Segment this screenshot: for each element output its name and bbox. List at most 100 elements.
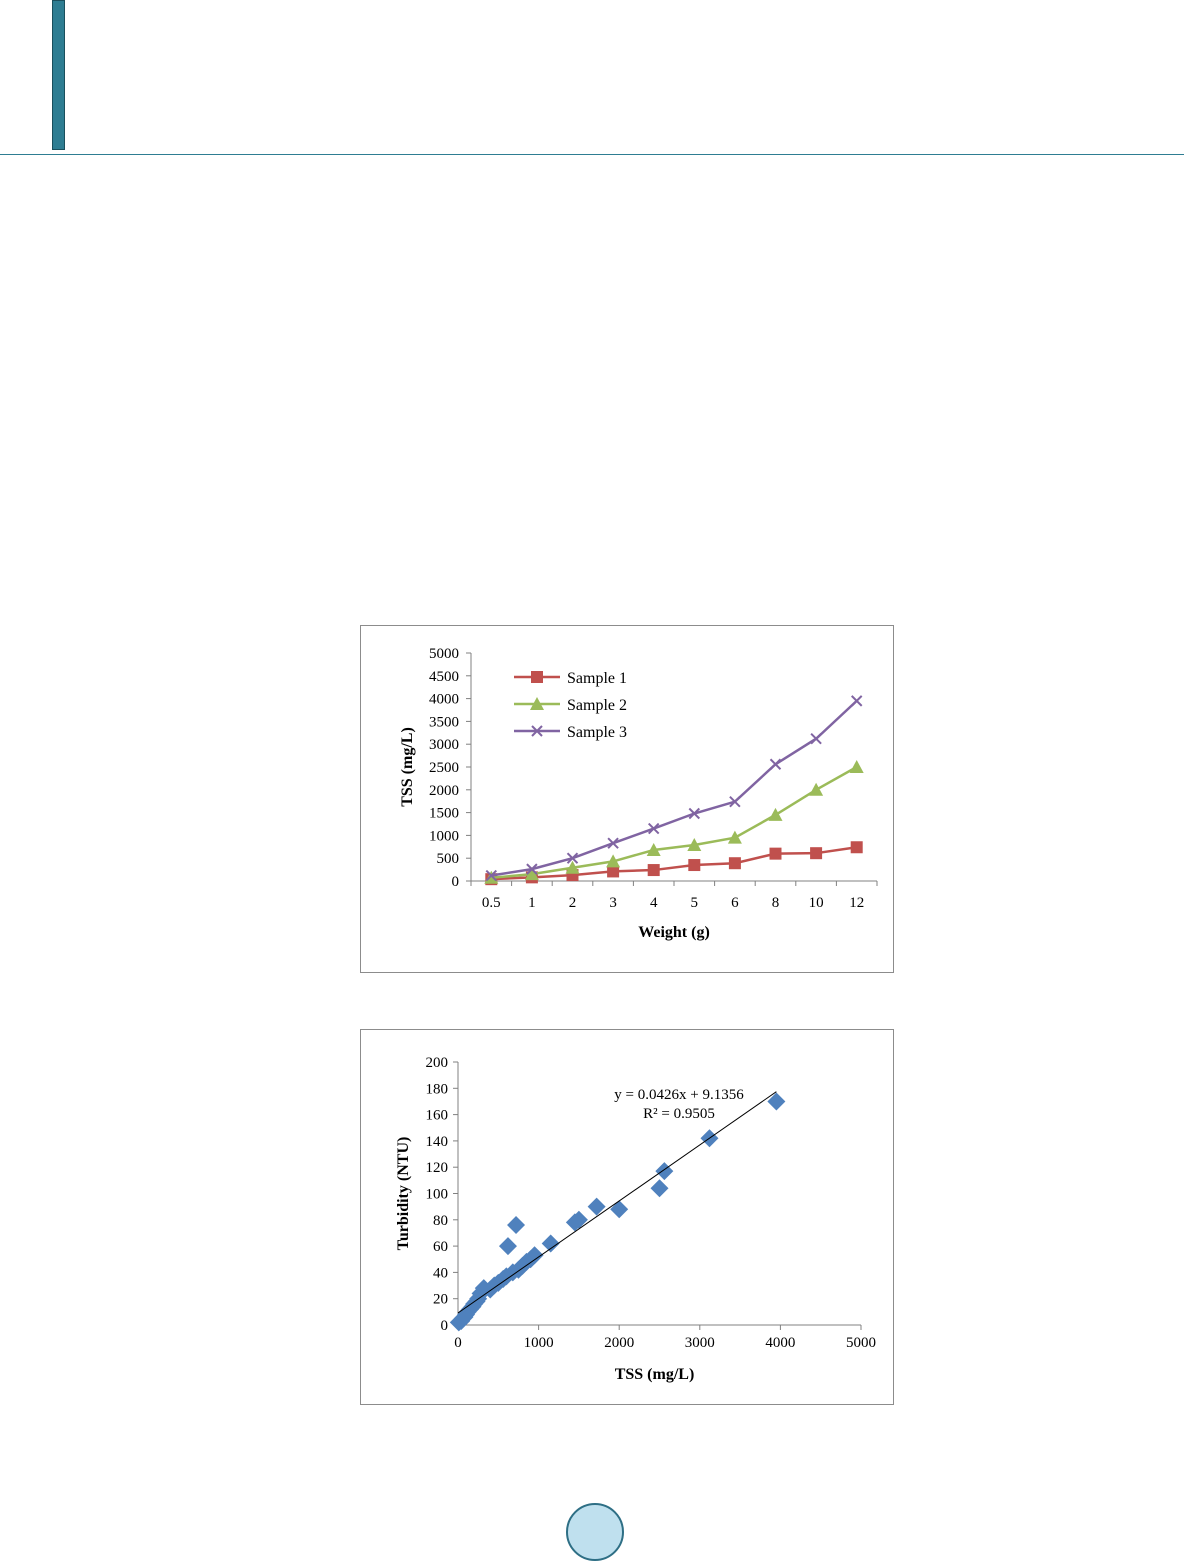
data-point-sample-2 <box>768 807 783 821</box>
data-point-sample-3 <box>729 795 741 808</box>
tss-weight-chart: 0 500 1000 1500 2000 2500 3000 3500 4000 4500 5000… <box>360 625 894 973</box>
y-tick-label: 4500 <box>429 669 459 685</box>
y-tick-label: 40 <box>433 1265 448 1281</box>
data-point-sample-1 <box>850 841 863 854</box>
scatter-point <box>525 1246 544 1265</box>
data-point-sample-3 <box>607 837 619 849</box>
y-tick-label: 0 <box>452 874 460 890</box>
x-tick-label: 3 <box>609 895 617 911</box>
y-tick-label: 200 <box>426 1055 449 1071</box>
legend-marker-sample-3 <box>531 725 543 737</box>
y-axis-title: Turbidity (NTU) <box>395 1137 412 1251</box>
legend-label-sample-1: Sample 1 <box>567 670 627 687</box>
x-tick-label: 0 <box>454 1335 462 1351</box>
scatter-point <box>497 1267 516 1286</box>
y-tick-label: 0 <box>441 1318 449 1334</box>
data-point-sample-1 <box>607 865 620 878</box>
data-point-sample-3-stroke-b <box>526 863 538 875</box>
data-point-sample-1 <box>769 847 782 860</box>
data-point-sample-3 <box>566 852 579 864</box>
data-point-sample-3 <box>810 733 822 745</box>
x-tick-label: 12 <box>849 895 864 911</box>
legend-marker-sample-2 <box>530 697 544 710</box>
x-tick-label: 4 <box>650 895 658 911</box>
y-axis-title: TSS (mg/L) <box>399 727 416 807</box>
data-point-sample-3-stroke-b <box>810 733 822 745</box>
x-tick-label: 4000 <box>765 1335 795 1351</box>
data-point-sample-2 <box>809 782 824 796</box>
y-tick-label: 2000 <box>429 783 459 799</box>
y-tick-label: 5000 <box>429 646 459 662</box>
data-point-sample-3-stroke-b <box>729 795 741 808</box>
data-point-sample-3-stroke-b <box>688 807 701 820</box>
header-divider <box>0 154 1184 155</box>
x-tick-label: 0.5 <box>482 895 501 911</box>
data-point-sample-2 <box>565 860 580 874</box>
x-tick-label: 5000 <box>846 1335 876 1351</box>
series-line-sample-3 <box>491 699 858 877</box>
x-tick-label: 2 <box>569 895 577 911</box>
data-point-sample-1 <box>810 847 823 860</box>
data-point-sample-2 <box>606 854 621 868</box>
scatter-point <box>507 1216 526 1235</box>
data-point-sample-3-stroke-b <box>485 869 498 882</box>
data-point-sample-2 <box>727 830 742 844</box>
y-tick-label: 4000 <box>429 692 459 708</box>
header-accent-bar <box>52 0 65 150</box>
x-axis-title: Weight (g) <box>638 924 710 941</box>
scatter-point <box>569 1210 588 1229</box>
turbidity-tss-chart: 0 20 40 60 80 100 120 140 160 180 200 0 1000 2000 3000… <box>360 1029 894 1405</box>
data-point-sample-3-stroke-b <box>769 758 782 770</box>
legend-marker-sample-1 <box>531 671 543 683</box>
y-tick-label: 160 <box>426 1108 449 1124</box>
data-point-sample-1 <box>647 864 660 877</box>
x-tick-label: 6 <box>731 895 739 911</box>
legend-label-sample-2: Sample 2 <box>567 697 627 714</box>
scatter-point <box>587 1197 606 1216</box>
scatter-point <box>650 1179 669 1198</box>
data-point-sample-3-stroke-b <box>647 822 660 835</box>
scatter-point <box>541 1234 560 1253</box>
trendline <box>457 1091 777 1314</box>
y-tick-label: 120 <box>426 1160 449 1176</box>
y-tick-label: 100 <box>426 1187 449 1203</box>
data-point-sample-2 <box>849 760 864 773</box>
y-tick-label: 180 <box>426 1081 449 1097</box>
page-number-badge <box>566 1503 624 1561</box>
y-tick-label: 80 <box>433 1213 448 1229</box>
x-axis-title: TSS (mg/L) <box>615 1366 695 1383</box>
data-point-sample-2 <box>484 870 499 884</box>
data-point-sample-2 <box>524 867 539 881</box>
x-tick-label: 1000 <box>524 1335 554 1351</box>
series-line-sample-1 <box>491 846 857 881</box>
y-tick-label: 3000 <box>429 737 459 753</box>
y-tick-label: 1000 <box>429 828 459 844</box>
data-point-sample-3-stroke-b <box>850 695 863 707</box>
x-tick-label: 1 <box>528 895 536 911</box>
y-tick-label: 1500 <box>429 806 459 822</box>
x-tick-label: 8 <box>772 895 780 911</box>
data-point-sample-1 <box>728 857 741 870</box>
y-tick-label: 3500 <box>429 714 459 730</box>
r-squared-label: R² = 0.9505 <box>643 1106 715 1122</box>
data-point-sample-3 <box>647 822 660 835</box>
y-tick-label: 20 <box>433 1292 448 1308</box>
data-point-sample-3 <box>850 695 863 707</box>
scatter-point <box>610 1200 629 1219</box>
data-point-sample-3-stroke-b <box>607 837 619 849</box>
trendline-equation: y = 0.0426x + 9.1356 <box>614 1087 744 1103</box>
data-point-sample-3 <box>688 807 701 820</box>
data-point-sample-2 <box>646 842 661 856</box>
data-point-sample-2 <box>687 837 702 851</box>
data-point-sample-1 <box>688 859 701 872</box>
data-point-sample-3-stroke-b <box>566 852 579 864</box>
x-tick-label: 10 <box>809 895 824 911</box>
scatter-point <box>498 1237 517 1256</box>
y-tick-label: 60 <box>433 1239 448 1255</box>
y-tick-label: 140 <box>426 1134 449 1150</box>
x-tick-label: 2000 <box>604 1335 634 1351</box>
scatter-point <box>767 1092 786 1111</box>
legend-label-sample-3: Sample 3 <box>567 724 627 741</box>
series-line-sample-2 <box>491 765 858 880</box>
